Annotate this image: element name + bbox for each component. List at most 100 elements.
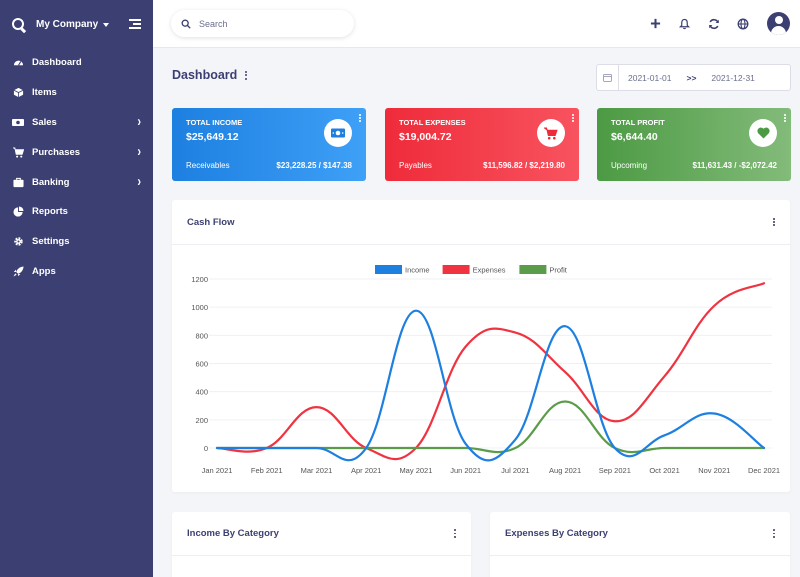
legend-label: Income (405, 266, 430, 275)
x-tick-label: Feb 2021 (251, 466, 283, 475)
sidebar-item-reports[interactable]: Reports (0, 197, 153, 227)
sidebar-item-apps[interactable]: Apps (0, 257, 153, 287)
x-tick-label: May 2021 (399, 466, 432, 475)
refresh-icon[interactable] (707, 17, 721, 31)
kebab-menu-icon[interactable] (572, 114, 574, 122)
shopping-cart-icon (537, 119, 565, 147)
x-tick-label: Apr 2021 (351, 466, 381, 475)
sidebar: My Company Dashboard Items Sales › Purch… (0, 0, 153, 577)
kebab-menu-icon[interactable] (359, 114, 361, 122)
top-bar (153, 0, 800, 48)
pie-chart-icon (12, 206, 24, 218)
bell-icon[interactable] (678, 17, 692, 31)
sidebar-item-banking[interactable]: Banking › (0, 167, 153, 197)
kebab-menu-icon[interactable] (773, 529, 775, 538)
rocket-icon (12, 265, 24, 277)
y-tick-label: 1000 (191, 303, 208, 312)
date-from[interactable]: 2021-01-01 (628, 72, 672, 83)
y-tick-label: 400 (195, 388, 208, 397)
date-to[interactable]: 2021-12-31 (711, 72, 755, 83)
legend-label: Profit (549, 266, 567, 275)
total-income-card[interactable]: TOTAL INCOME $25,649.12 Receivables $23,… (172, 108, 366, 181)
total-expenses-card[interactable]: TOTAL EXPENSES $19,004.72 Payables $11,5… (385, 108, 579, 181)
x-tick-label: Aug 2021 (549, 466, 581, 475)
kebab-menu-icon[interactable] (784, 114, 786, 122)
income-by-category-panel: Income By Category (172, 512, 471, 577)
sidebar-header: My Company (0, 0, 153, 48)
kebab-menu-icon[interactable] (245, 70, 248, 80)
sidebar-item-label: Reports (32, 206, 68, 218)
card-sub-value: $11,596.82 / $2,219.80 (483, 161, 565, 170)
panel-title: Cash Flow (187, 216, 235, 228)
chevron-right-icon: › (137, 114, 141, 131)
date-range-picker[interactable]: 2021-01-01 >> 2021-12-31 (596, 64, 791, 91)
card-sub-label: Payables (399, 161, 432, 170)
x-tick-label: Dec 2021 (748, 466, 780, 475)
sidebar-item-label: Sales (32, 116, 57, 128)
card-sub-value: $11,631.43 / -$2,072.42 (692, 161, 777, 170)
money-bill-icon (324, 119, 352, 147)
panel-title: Expenses By Category (505, 528, 608, 539)
sidebar-item-label: Settings (32, 236, 70, 248)
page-title: Dashboard (172, 68, 248, 82)
card-amount: $6,644.40 (611, 131, 658, 143)
expenses-by-category-panel: Expenses By Category (490, 512, 790, 577)
sidebar-toggle-icon[interactable] (129, 17, 141, 32)
cube-icon (12, 87, 24, 99)
cash-flow-chart: 0 200 400 600 800 1000 1200 Jan 2021 Feb 2021 Mar… (191, 265, 780, 475)
search-box[interactable] (171, 10, 354, 37)
legend-swatch (519, 265, 547, 274)
x-tick-label: Jan 2021 (202, 466, 233, 475)
x-tick-label: Nov 2021 (698, 466, 730, 475)
y-tick-label: 800 (195, 331, 208, 340)
card-footer: Upcoming $11,631.43 / -$2,072.42 (611, 161, 777, 170)
card-label: TOTAL PROFIT (611, 118, 665, 127)
series-line-income (215, 309, 766, 462)
panel-header: Income By Category (172, 512, 471, 556)
y-tick-label: 200 (195, 416, 208, 425)
card-label: TOTAL INCOME (186, 118, 243, 127)
sidebar-item-label: Dashboard (32, 57, 82, 69)
sidebar-item-label: Purchases (32, 146, 81, 158)
company-name: My Company (36, 18, 99, 30)
sidebar-nav: Dashboard Items Sales › Purchases › Bank… (0, 48, 153, 286)
top-actions (641, 12, 790, 35)
sidebar-item-label: Banking (32, 176, 70, 188)
kebab-menu-icon[interactable] (773, 217, 775, 227)
legend-swatch (442, 265, 470, 274)
globe-icon[interactable] (736, 17, 750, 31)
card-sub-label: Receivables (186, 161, 230, 170)
sidebar-item-label: Items (32, 87, 57, 99)
sidebar-item-sales[interactable]: Sales › (0, 108, 153, 138)
legend-swatch (375, 265, 402, 274)
search-input[interactable] (199, 18, 339, 29)
search-logo-icon (12, 18, 24, 30)
company-switcher[interactable]: My Company (36, 18, 110, 30)
panel-title: Income By Category (187, 528, 279, 539)
user-avatar-icon[interactable] (767, 12, 790, 35)
card-footer: Payables $11,596.82 / $2,219.80 (399, 161, 565, 170)
y-tick-label: 0 (204, 444, 208, 453)
x-tick-label: Jul 2021 (501, 466, 529, 475)
search-icon (181, 19, 191, 29)
x-tick-label: Sep 2021 (599, 466, 631, 475)
kebab-menu-icon[interactable] (454, 529, 456, 538)
card-sub-label: Upcoming (611, 161, 648, 170)
total-profit-card[interactable]: TOTAL PROFIT $6,644.40 Upcoming $11,631.… (597, 108, 791, 181)
sidebar-item-purchases[interactable]: Purchases › (0, 137, 153, 167)
card-sub-value: $23,228.25 / $147.38 (276, 161, 352, 170)
card-amount: $19,004.72 (399, 131, 452, 143)
cash-flow-panel: Cash Flow 0 200 400 600 800 1000 1200 Jan 2021 F… (172, 200, 790, 492)
plus-icon[interactable] (649, 17, 663, 31)
sidebar-item-items[interactable]: Items (0, 78, 153, 108)
sidebar-item-settings[interactable]: Settings (0, 227, 153, 257)
x-tick-label: Jun 2021 (450, 466, 481, 475)
card-amount: $25,649.12 (186, 131, 239, 143)
sidebar-item-label: Apps (32, 265, 56, 277)
money-bill-icon (12, 116, 24, 128)
chevron-right-icon: › (137, 144, 141, 161)
sidebar-item-dashboard[interactable]: Dashboard (0, 48, 153, 78)
chevron-right-icon: › (137, 174, 141, 190)
card-label: TOTAL EXPENSES (399, 118, 466, 127)
briefcase-icon (12, 176, 24, 188)
